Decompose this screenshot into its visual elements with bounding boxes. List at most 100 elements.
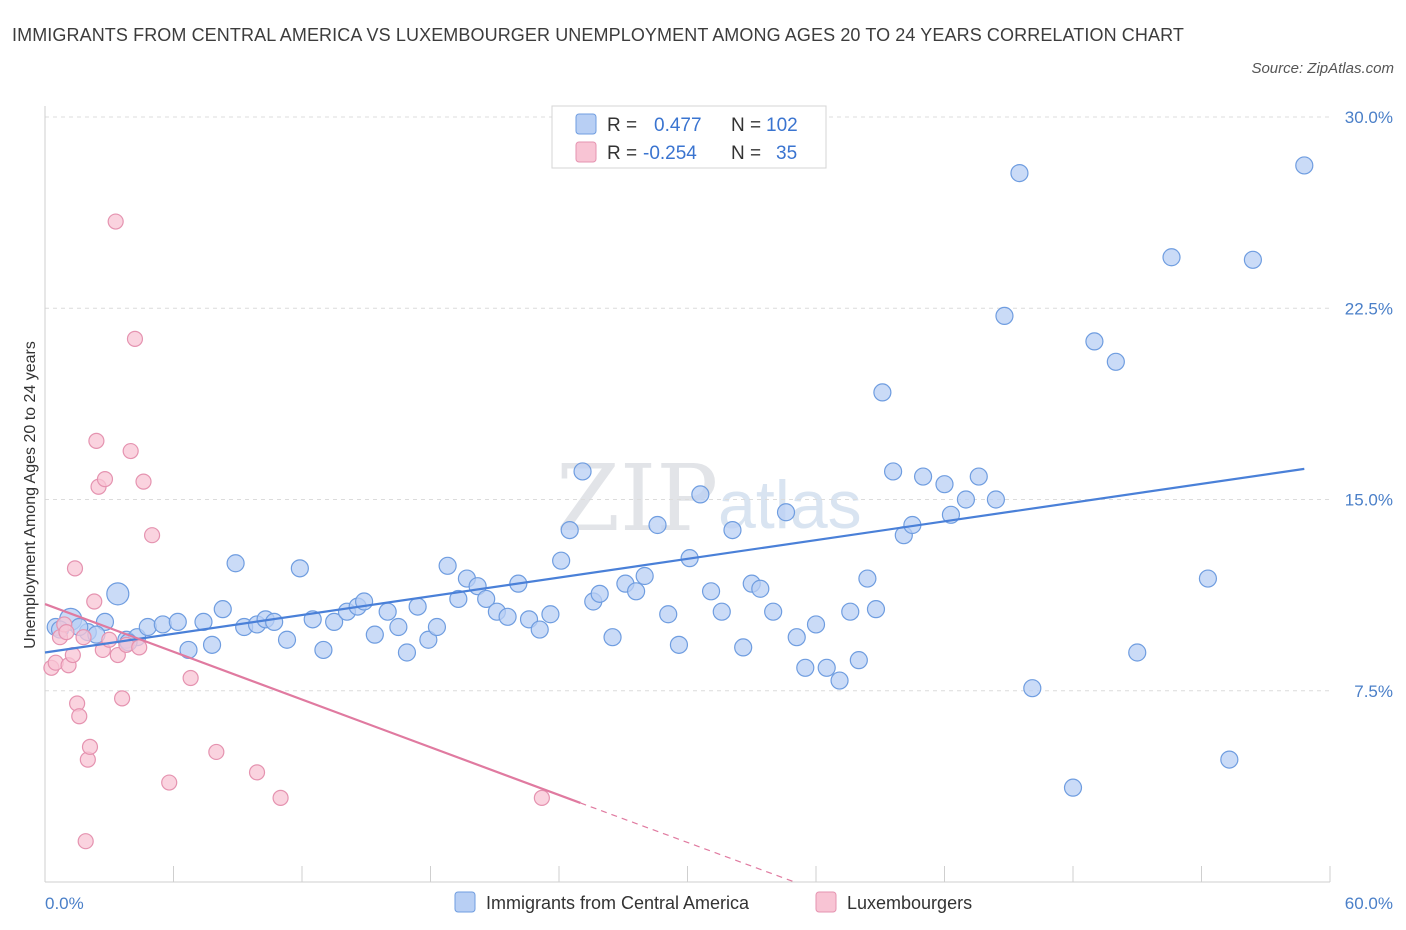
point-central-america-89 (1063, 778, 1083, 797)
trend-line-central-america (44, 467, 1305, 654)
point-central-america-35 (449, 589, 468, 609)
point-central-america-80 (913, 467, 933, 486)
legend-swatch-pink (575, 141, 597, 163)
point-central-america-14 (226, 554, 245, 573)
source-credit: Source: ZipAtlas.com (1251, 60, 1394, 77)
point-luxembourgers-28 (143, 527, 161, 544)
point-central-america-70 (817, 658, 836, 677)
point-central-america-13 (213, 600, 232, 619)
point-central-america-43 (530, 620, 549, 639)
point-luxembourgers-33 (272, 789, 289, 806)
series-legend-label-pink: Luxembourgers (847, 893, 972, 913)
legend-n-label-2: N = (731, 143, 761, 164)
trend-line-luxembourgers (44, 603, 581, 804)
point-central-america-88 (1023, 679, 1042, 698)
point-central-america-58 (691, 485, 710, 504)
point-central-america-96 (1243, 250, 1263, 269)
point-luxembourgers-22 (113, 690, 131, 707)
point-central-america-12 (202, 635, 222, 654)
point-central-america-23 (325, 612, 344, 632)
point-central-america-49 (590, 584, 609, 603)
point-central-america-60 (712, 602, 731, 621)
point-central-america-65 (764, 602, 783, 621)
point-central-america-40 (498, 607, 517, 626)
point-luxembourgers-9 (71, 708, 88, 725)
chart-title: IMMIGRANTS FROM CENTRAL AMERICA VS LUXEM… (12, 25, 1184, 45)
point-central-america-87 (1010, 164, 1029, 183)
point-central-america-81 (935, 475, 954, 494)
legend-n-label-1: N = (731, 115, 761, 136)
series-legend-swatch-blue (454, 891, 476, 913)
point-central-america-66 (776, 503, 796, 522)
point-luxembourgers-25 (126, 330, 144, 347)
legend-box (551, 105, 827, 169)
series-central-america-points (46, 156, 1314, 797)
point-central-america-20 (290, 559, 309, 578)
x-axis-tick-labels: 0.0% 60.0% (45, 894, 1393, 913)
point-central-america-4 (106, 582, 130, 606)
point-central-america-28 (378, 602, 397, 621)
point-central-america-27 (365, 625, 384, 644)
point-luxembourgers-32 (248, 764, 266, 781)
legend-n-value-1: 102 (766, 115, 798, 136)
point-central-america-54 (648, 515, 667, 535)
point-central-america-91 (1106, 352, 1125, 371)
point-central-america-19 (277, 630, 297, 649)
point-central-america-85 (986, 490, 1006, 509)
point-luxembourgers-4 (58, 623, 75, 641)
point-central-america-86 (995, 306, 1014, 325)
y-axis-label: Unemployment Among Ages 20 to 24 years (22, 341, 39, 649)
series-legend: Immigrants from Central America Luxembou… (454, 891, 972, 913)
point-central-america-22 (314, 640, 333, 660)
point-central-america-30 (397, 643, 417, 662)
point-central-america-92 (1128, 643, 1147, 662)
point-central-america-9 (168, 612, 187, 632)
point-central-america-72 (841, 602, 860, 621)
point-central-america-46 (560, 520, 579, 540)
point-luxembourgers-29 (161, 774, 178, 791)
point-central-america-29 (389, 617, 408, 637)
point-central-america-68 (796, 658, 815, 677)
legend-r-value-2: -0.254 (643, 143, 697, 164)
point-luxembourgers-27 (135, 473, 152, 490)
point-central-america-83 (956, 490, 976, 509)
point-luxembourgers-11 (77, 833, 94, 850)
point-central-america-50 (603, 628, 622, 647)
y-tick-label-0: 7.5% (1354, 682, 1393, 701)
point-central-america-69 (806, 615, 826, 634)
point-central-america-8 (153, 615, 172, 634)
point-central-america-32 (419, 630, 438, 649)
point-luxembourgers-18 (96, 471, 114, 488)
point-luxembourgers-31 (208, 743, 225, 761)
point-central-america-73 (849, 651, 868, 670)
point-central-america-59 (701, 582, 721, 601)
point-central-america-61 (723, 520, 742, 540)
point-central-america-93 (1162, 248, 1181, 267)
point-central-america-52 (626, 582, 646, 601)
point-central-america-62 (734, 638, 753, 657)
y-axis-tick-labels: 7.5% 15.0% 22.5% 30.0% (1345, 108, 1393, 701)
point-central-america-45 (552, 551, 571, 570)
point-luxembourgers-13 (81, 738, 99, 755)
point-central-america-67 (787, 628, 806, 647)
y-tick-label-3: 30.0% (1345, 108, 1393, 127)
legend-r-value-1: 0.477 (654, 115, 702, 136)
legend-n-value-2: 35 (776, 143, 797, 164)
y-tick-label-2: 22.5% (1345, 299, 1393, 318)
point-luxembourgers-15 (88, 432, 105, 449)
point-luxembourgers-14 (86, 593, 103, 610)
series-luxembourgers-points (43, 213, 550, 850)
legend-r-label-2: R = (607, 143, 637, 164)
x-tick-label-0: 0.0% (45, 894, 84, 913)
point-central-america-7 (138, 617, 157, 637)
y-tick-label-1: 15.0% (1345, 491, 1393, 510)
point-central-america-75 (866, 600, 886, 619)
point-luxembourgers-34 (533, 789, 550, 806)
point-central-america-90 (1085, 332, 1104, 351)
point-luxembourgers-30 (182, 669, 199, 687)
point-luxembourgers-7 (66, 560, 84, 577)
point-central-america-44 (541, 605, 560, 624)
point-central-america-31 (408, 597, 427, 616)
point-central-america-74 (858, 569, 877, 588)
